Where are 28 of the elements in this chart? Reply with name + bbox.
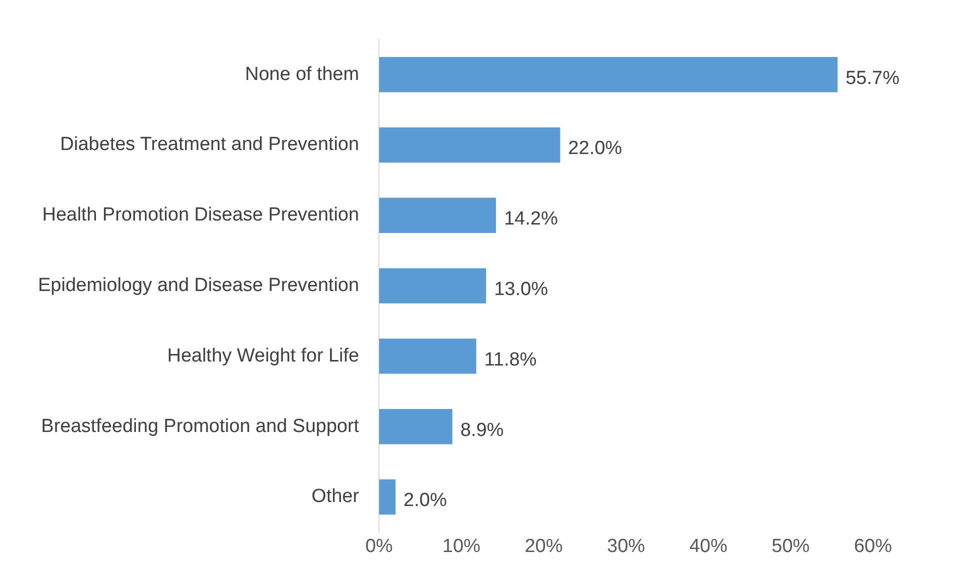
x-tick-label: 30% (607, 536, 646, 557)
x-tick-label: 60% (854, 536, 892, 557)
y-tick-label: None of them (245, 64, 360, 85)
data-label: 8.9% (460, 420, 504, 441)
bar (379, 338, 476, 374)
y-tick-label: Epidemiology and Disease Prevention (38, 275, 360, 296)
bar (379, 57, 838, 92)
x-tick-label: 0% (365, 536, 393, 557)
y-tick-label: Health Promotion Disease Prevention (42, 204, 360, 226)
x-tick-label: 50% (772, 536, 810, 557)
data-label: 22.0% (568, 138, 622, 160)
x-tick-label: 40% (689, 536, 728, 557)
bar (379, 198, 496, 233)
y-tick-label: Diabetes Treatment and Prevention (60, 134, 360, 156)
data-label: 2.0% (404, 490, 447, 512)
data-label: 13.0% (494, 279, 548, 300)
bar (379, 409, 452, 444)
data-label: 55.7% (846, 68, 900, 89)
y-tick-label: Healthy Weight for Life (167, 345, 360, 366)
bar (379, 479, 396, 515)
data-label: 14.2% (504, 208, 558, 230)
data-label: 11.8% (484, 349, 537, 370)
x-tick-label: 10% (442, 536, 481, 557)
bar (379, 127, 560, 163)
bar (379, 268, 486, 304)
y-tick-label: Breastfeeding Promotion and Support (41, 416, 360, 437)
x-tick-label: 20% (524, 536, 563, 557)
y-tick-label: Other (312, 486, 360, 508)
